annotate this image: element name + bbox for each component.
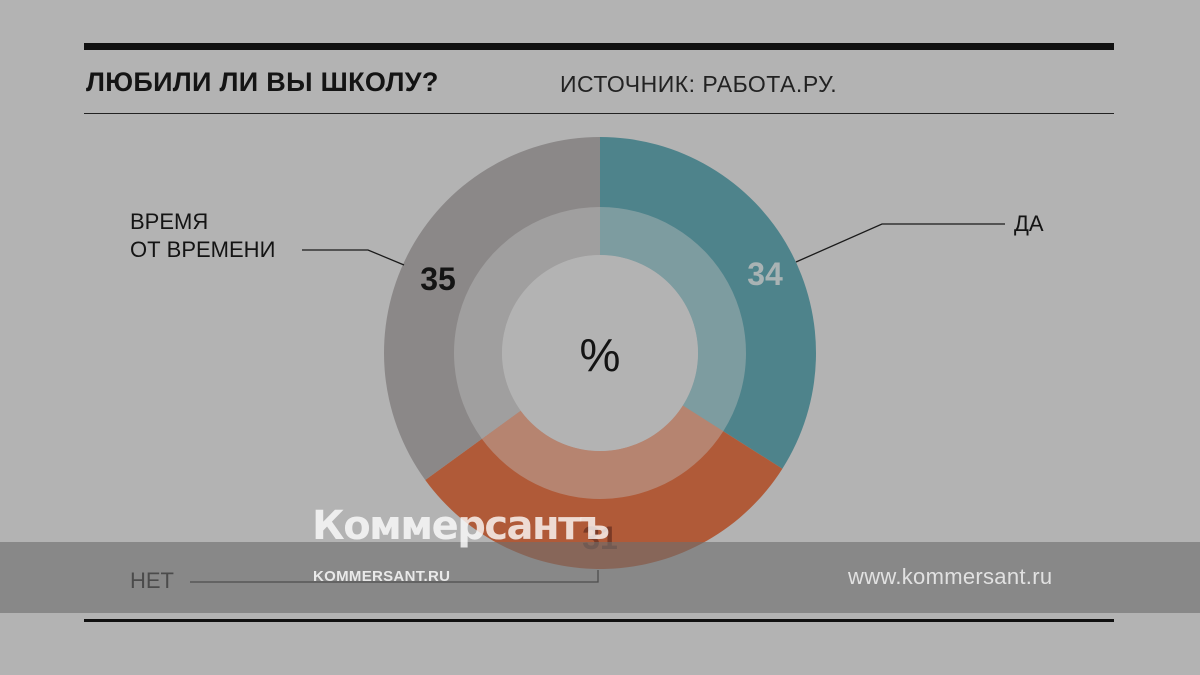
chart-title: ЛЮБИЛИ ЛИ ВЫ ШКОЛУ? — [86, 67, 439, 97]
inner-ring-время-от-времени — [453, 207, 600, 439]
kommersant-logo: Коммерсантъ — [312, 503, 610, 549]
inner-ring-да — [600, 207, 746, 432]
slice-да — [600, 137, 816, 469]
watermark-band — [0, 542, 1200, 613]
category-label-да: ДА — [1014, 211, 1044, 236]
slice-время-от-времени — [383, 137, 600, 480]
value-label-да: 34 — [747, 256, 783, 292]
donut-hole — [502, 255, 698, 451]
chart-source: ИСТОЧНИК: РАБОТА.РУ. — [560, 71, 838, 97]
leader-line-время-от-времени — [302, 249, 405, 266]
watermark-site: www.kommersant.ru — [848, 564, 1053, 589]
category-label-время-от-времени: ВРЕМЯ ОТ ВРЕМЕНИ — [130, 209, 275, 262]
top-rule — [84, 43, 1114, 50]
value-label-время-от-времени: 35 — [420, 261, 456, 297]
bottom-rule — [84, 619, 1114, 622]
slice-нет — [425, 405, 783, 570]
inner-ring-нет — [481, 405, 724, 499]
leader-line-да — [795, 223, 1005, 263]
header-divider — [84, 113, 1114, 114]
watermark-domain: KOMMERSANT.RU — [313, 568, 451, 585]
center-unit-label: % — [580, 329, 621, 381]
